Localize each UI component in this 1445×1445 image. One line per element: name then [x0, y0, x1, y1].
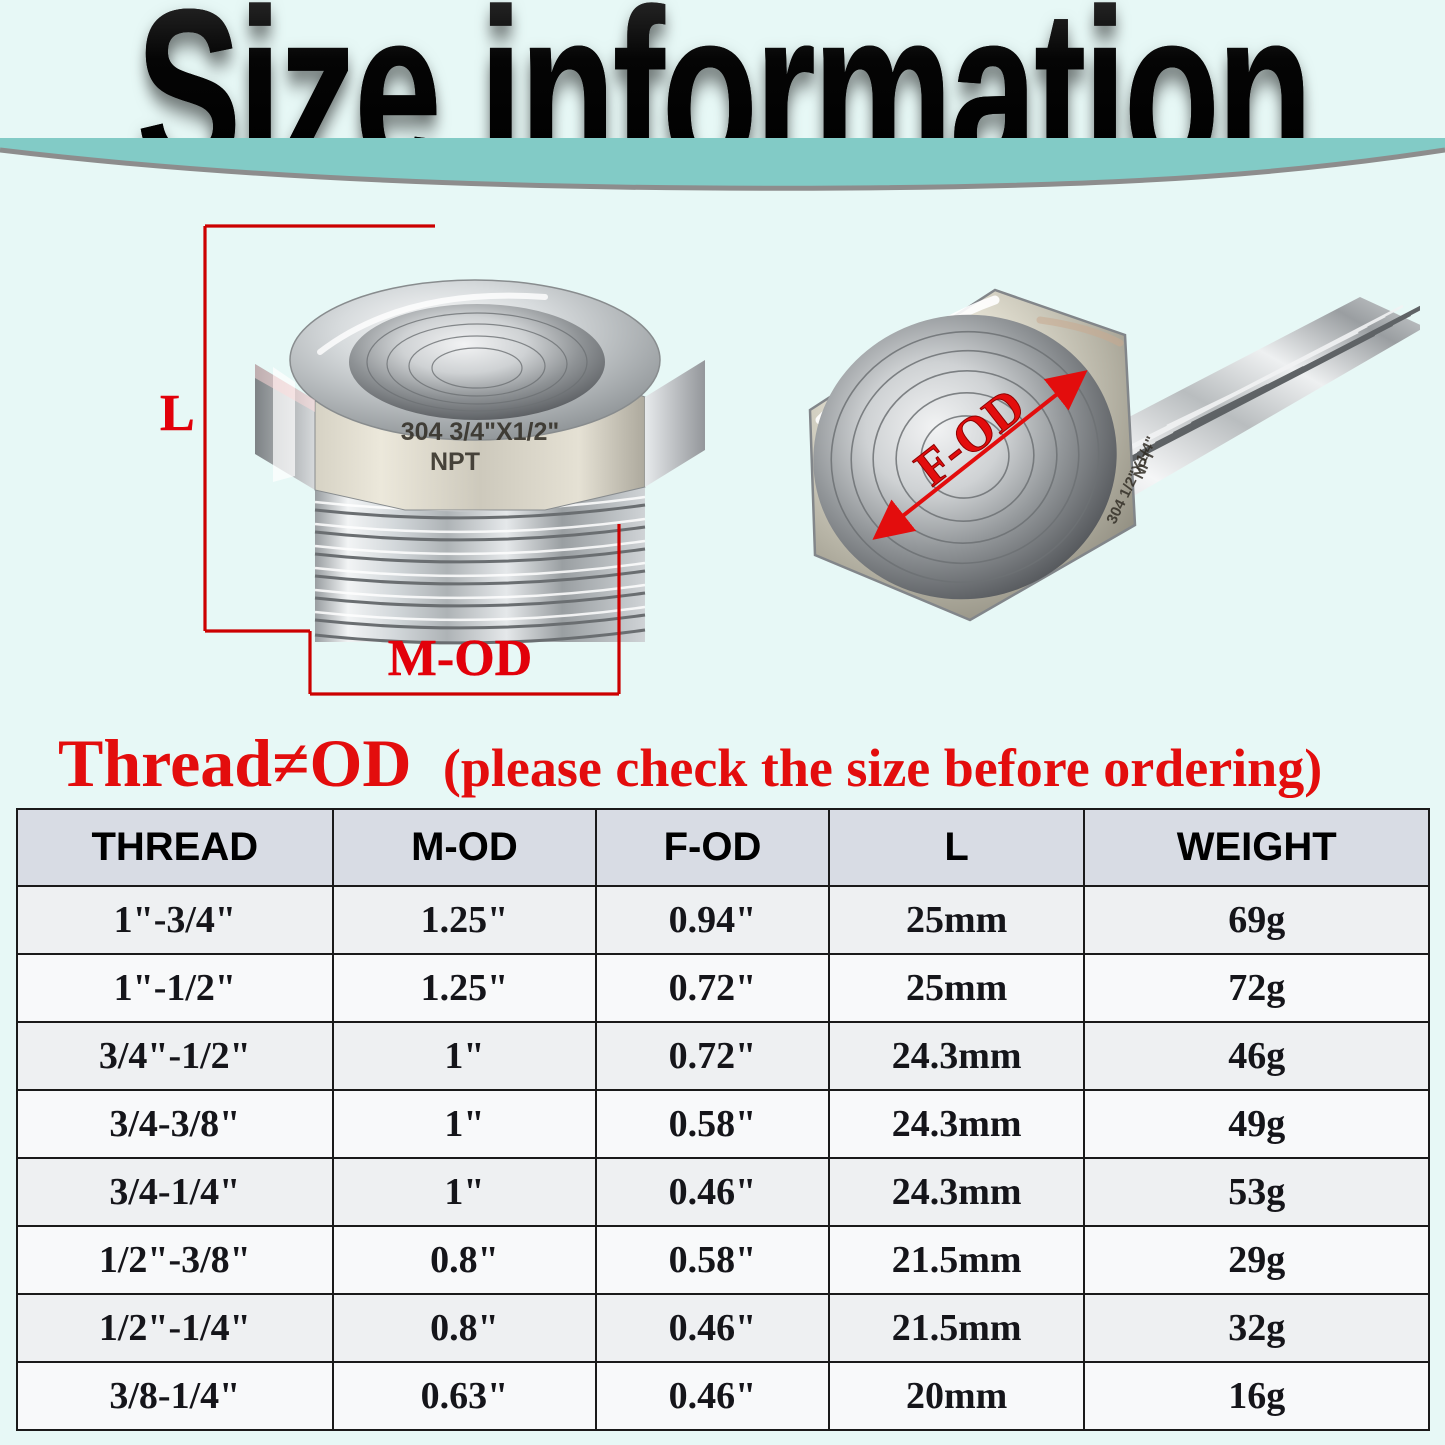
svg-text:M-OD: M-OD [388, 630, 532, 687]
svg-text:F-OD: F-OD [904, 377, 1035, 496]
svg-text:L: L [160, 385, 195, 442]
